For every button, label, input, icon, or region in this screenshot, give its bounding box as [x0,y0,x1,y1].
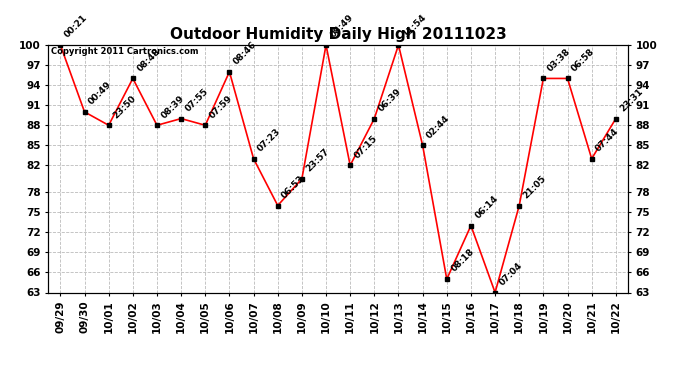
Text: 03:38: 03:38 [546,46,572,73]
Text: 06:58: 06:58 [570,46,596,73]
Text: 08:39: 08:39 [159,93,186,120]
Text: 11:54: 11:54 [401,13,428,40]
Text: 06:53: 06:53 [280,174,306,200]
Text: 00:49: 00:49 [87,80,114,106]
Text: 07:59: 07:59 [208,93,235,120]
Text: 21:05: 21:05 [522,174,548,200]
Text: 07:44: 07:44 [594,127,621,153]
Text: 23:31: 23:31 [618,87,645,113]
Text: 08:48: 08:48 [135,46,162,73]
Text: 02:44: 02:44 [425,113,452,140]
Text: 06:39: 06:39 [377,87,404,113]
Text: 08:49: 08:49 [328,13,355,40]
Title: Outdoor Humidity Daily High 20111023: Outdoor Humidity Daily High 20111023 [170,27,506,42]
Text: 07:15: 07:15 [353,134,380,160]
Text: 23:50: 23:50 [111,93,137,120]
Text: 00:21: 00:21 [63,13,89,40]
Text: 23:57: 23:57 [304,147,331,173]
Text: 07:23: 07:23 [256,127,283,153]
Text: 07:04: 07:04 [497,261,524,287]
Text: Copyright 2011 Cartronics.com: Copyright 2011 Cartronics.com [51,48,199,57]
Text: 08:46: 08:46 [232,40,259,66]
Text: 08:18: 08:18 [449,247,475,274]
Text: 07:55: 07:55 [184,87,210,113]
Text: 06:14: 06:14 [473,194,500,220]
